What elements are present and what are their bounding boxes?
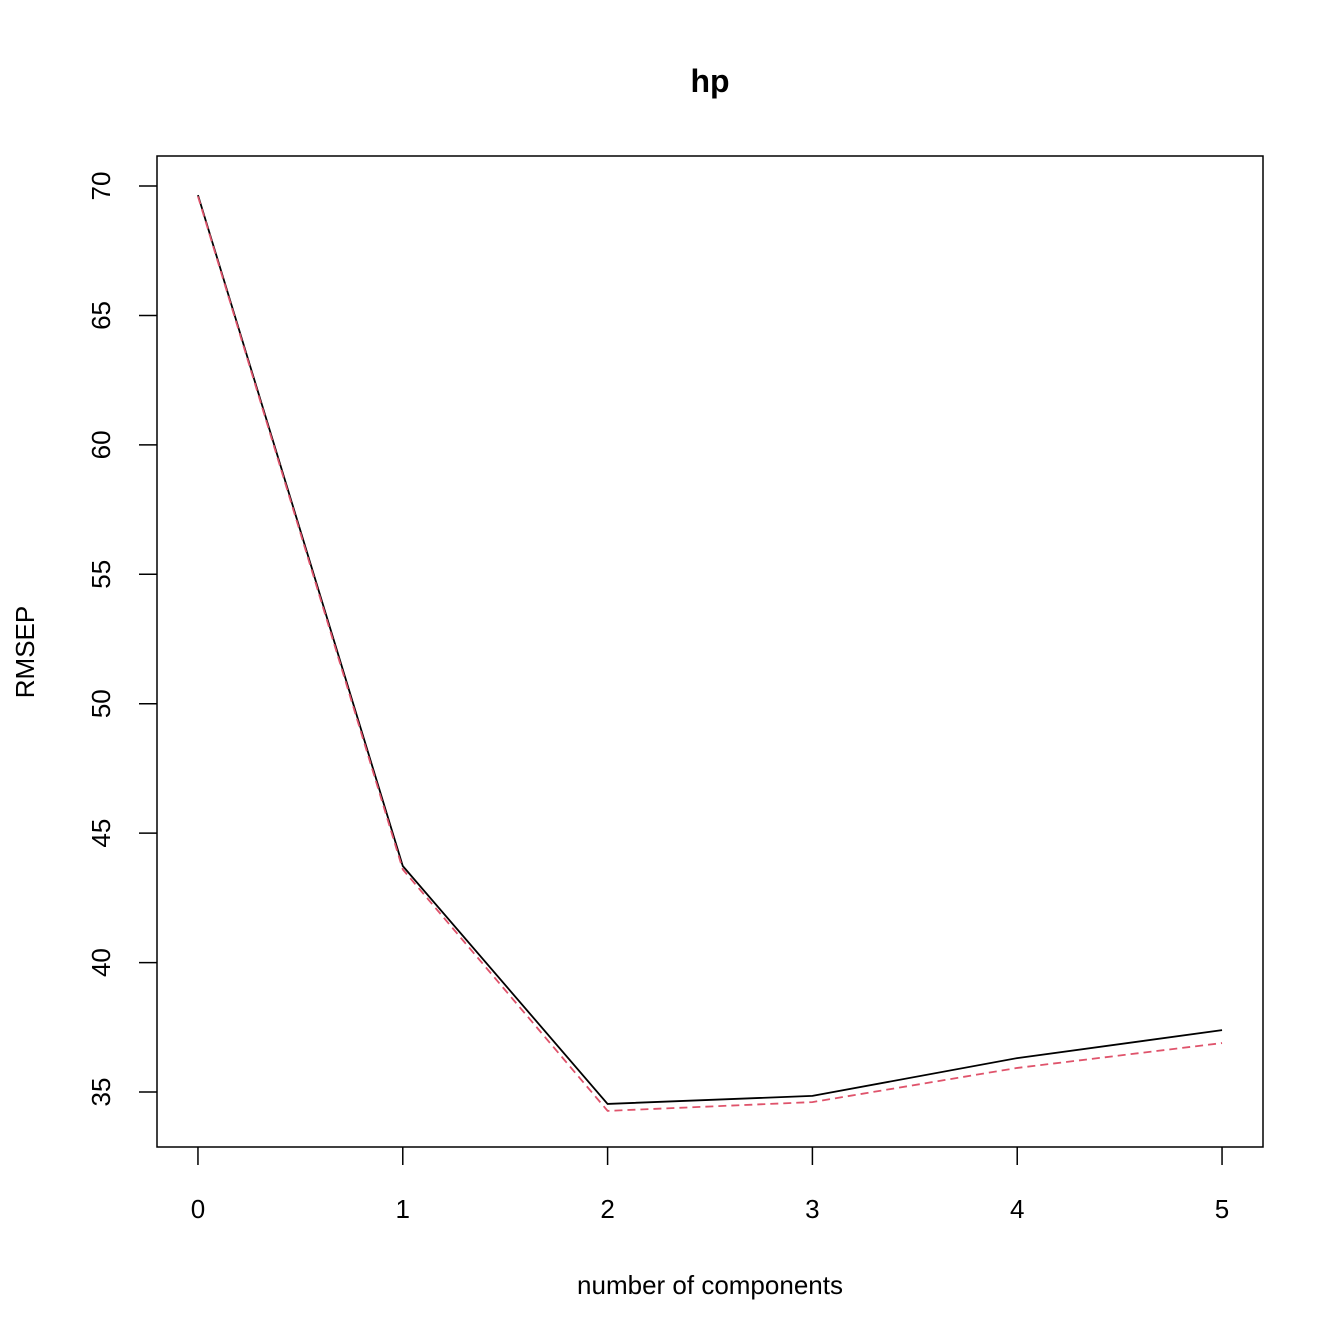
y-tick-label: 55: [86, 560, 116, 589]
y-tick-label: 70: [86, 172, 116, 201]
y-tick-label: 65: [86, 301, 116, 330]
y-tick-label: 40: [86, 948, 116, 977]
x-tick-label: 0: [191, 1194, 205, 1224]
x-tick-label: 5: [1215, 1194, 1229, 1224]
series-line: [197, 194, 1223, 1105]
x-tick-label: 1: [396, 1194, 410, 1224]
x-tick-label: 4: [1010, 1194, 1024, 1224]
y-tick-label: 35: [86, 1078, 116, 1107]
x-tick-label: 2: [600, 1194, 614, 1224]
y-tick-label: 45: [86, 819, 116, 848]
chart-title: hp: [690, 63, 729, 99]
plot-frame: [156, 155, 1264, 1148]
y-tick-label: 50: [86, 689, 116, 718]
x-tick-label: 3: [805, 1194, 819, 1224]
y-axis-label: RMSEP: [10, 606, 40, 698]
series-line: [197, 196, 1223, 1112]
y-tick-label: 60: [86, 430, 116, 459]
x-axis-label: number of components: [577, 1270, 843, 1300]
